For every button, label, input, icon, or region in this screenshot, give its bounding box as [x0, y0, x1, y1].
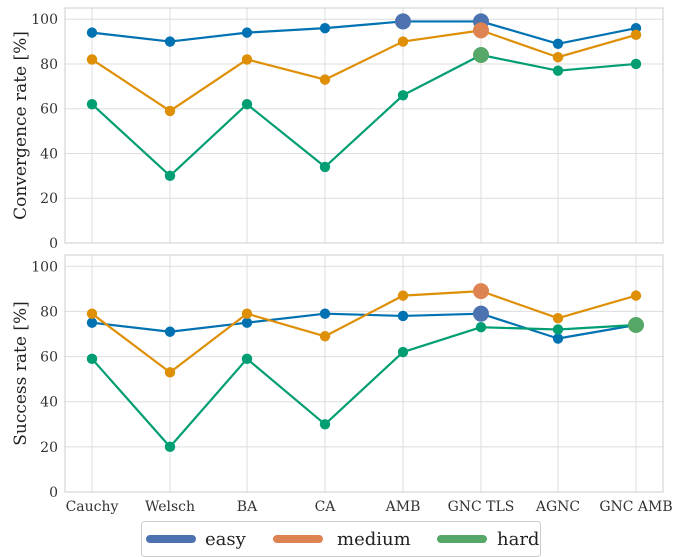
data-point	[86, 27, 98, 38]
plot-frame	[64, 7, 664, 244]
data-point	[552, 52, 564, 63]
y-tick-label: 80	[40, 304, 58, 320]
data-point	[241, 27, 253, 38]
data-point	[397, 36, 409, 47]
y-tick-label: 0	[49, 236, 58, 252]
data-point	[241, 54, 253, 65]
y-axis-label: Convergence rate [%]	[11, 31, 31, 220]
data-point	[319, 22, 331, 34]
x-tick-label: BA	[237, 499, 258, 515]
y-tick-label: 20	[40, 191, 58, 207]
data-point	[630, 290, 642, 301]
data-point	[319, 308, 331, 319]
series-line	[91, 290, 637, 374]
best-point-marker	[395, 13, 411, 30]
y-tick-label: 80	[40, 57, 58, 73]
x-tick-label: AMB	[385, 499, 421, 515]
data-point	[164, 367, 176, 378]
legend-entry-medium: medium	[273, 529, 411, 550]
x-tick-label: GNC AMB	[599, 499, 672, 515]
data-point	[552, 324, 564, 335]
y-tick-label: 20	[40, 440, 58, 456]
data-point	[475, 322, 487, 333]
data-point	[164, 441, 176, 453]
data-point	[319, 419, 331, 430]
legend-label: hard	[497, 529, 539, 550]
data-point	[397, 310, 409, 322]
data-point	[164, 105, 176, 117]
data-point	[552, 65, 564, 76]
series-hard	[86, 49, 642, 182]
series-medium	[86, 285, 642, 378]
data-point	[552, 313, 564, 324]
data-point	[630, 29, 642, 41]
data-point	[86, 308, 98, 319]
data-point	[86, 317, 98, 328]
data-point	[241, 317, 253, 328]
legend-label: easy	[205, 529, 247, 550]
legend-entry-hard: hard	[437, 529, 539, 550]
y-axis-label: Success rate [%]	[11, 301, 31, 446]
data-point	[319, 331, 331, 342]
data-point	[319, 161, 331, 173]
best-point-marker	[473, 305, 489, 322]
x-tick-label: GNC TLS	[448, 499, 515, 515]
y-tick-label: 0	[49, 485, 58, 501]
best-point-marker	[473, 22, 489, 39]
data-point	[164, 36, 176, 47]
data-point	[164, 326, 176, 337]
x-tick-label: AGNC	[535, 499, 580, 515]
data-point	[164, 170, 176, 182]
y-tick-label: 40	[40, 395, 58, 411]
series-hard	[86, 319, 642, 453]
y-tick-label: 100	[31, 259, 58, 275]
plot-frame	[64, 254, 664, 493]
y-tick-label: 40	[40, 146, 58, 162]
series-line	[91, 20, 637, 45]
best-point-marker	[628, 316, 644, 333]
legend-label: medium	[337, 529, 411, 550]
data-point	[552, 38, 564, 50]
legend: easy medium hard	[141, 521, 541, 557]
data-point	[397, 346, 409, 358]
y-tick-label: 100	[31, 12, 58, 28]
series-line	[91, 323, 637, 448]
data-point	[552, 333, 564, 344]
x-tick-label: Cauchy	[66, 499, 119, 515]
series-line	[91, 53, 637, 177]
data-point	[397, 290, 409, 301]
best-point-marker	[473, 283, 489, 300]
series-line	[91, 29, 637, 113]
x-tick-label: CA	[315, 499, 337, 515]
y-tick-label: 60	[40, 350, 58, 366]
success-rate-panel: 0 20 40 60 80 100 Success rate [%] Cauchy Welsch…	[11, 254, 673, 515]
data-point	[86, 353, 98, 365]
best-point-marker	[473, 47, 489, 63]
data-point	[241, 353, 253, 365]
data-point	[319, 74, 331, 85]
data-point	[86, 99, 98, 110]
data-point	[397, 90, 409, 101]
x-tick-label: Welsch	[145, 499, 195, 515]
data-point	[241, 99, 253, 110]
y-tick-label: 60	[40, 102, 58, 118]
legend-entry-easy: easy	[146, 529, 247, 550]
data-point	[86, 54, 98, 65]
data-point	[241, 308, 253, 319]
data-point	[630, 58, 642, 70]
